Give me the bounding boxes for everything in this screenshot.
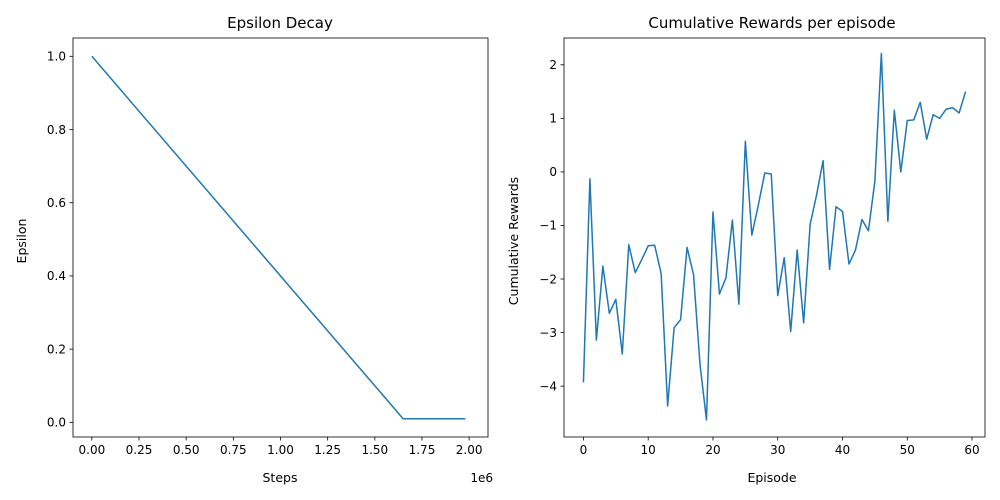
y-tick-label: 2	[549, 58, 557, 72]
y-axis-label: Cumulative Rewards	[506, 177, 521, 305]
y-tick-label: 0.6	[47, 196, 66, 210]
axis-ticks: 0 10 20 30 40 50 60 −4 −3 −2 −1 0 1 2	[539, 58, 979, 457]
x-axis-label: Episode	[747, 470, 796, 485]
x-tick-label: 0.25	[126, 443, 153, 457]
x-tick-label: 0	[580, 443, 588, 457]
plot-area	[582, 52, 967, 421]
y-tick-label: −3	[539, 326, 557, 340]
plot-frame	[563, 37, 986, 438]
x-tick-label: 30	[770, 443, 785, 457]
x-tick-label: 0.75	[220, 443, 247, 457]
x-tick-label: 50	[900, 443, 915, 457]
x-tick-label: 20	[705, 443, 720, 457]
chart-title: Cumulative Rewards per episode	[648, 14, 895, 32]
x-tick-label: 1.00	[267, 443, 294, 457]
x-tick-label: 1.25	[314, 443, 341, 457]
y-tick-label: 0	[549, 165, 557, 179]
x-tick-label: 0.50	[173, 443, 200, 457]
x-axis-offset-label: 1e6	[470, 471, 493, 485]
chart-title: Epsilon Decay	[227, 14, 333, 32]
x-tick-label: 1.75	[409, 443, 436, 457]
y-tick-label: −4	[539, 379, 557, 393]
x-axis-label: Steps	[263, 470, 298, 485]
x-tick-label: 40	[835, 443, 850, 457]
x-tick-label: 0.00	[79, 443, 106, 457]
y-tick-label: 0.0	[47, 416, 66, 430]
epsilon-decay-chart: Epsilon Decay 0.00 0.25 0.50 0.75 1.00 1.25 1.…	[14, 14, 493, 485]
x-tick-label: 2.00	[456, 443, 483, 457]
y-tick-label: 0.8	[47, 123, 66, 137]
series-line	[91, 55, 466, 420]
y-axis-label: Epsilon	[14, 219, 29, 264]
y-tick-label: 1	[549, 112, 557, 126]
series-line	[582, 52, 967, 421]
plot-area	[91, 55, 466, 420]
x-tick-label: 60	[964, 443, 979, 457]
y-tick-label: 1.0	[47, 50, 66, 64]
x-tick-label: 10	[641, 443, 656, 457]
y-tick-label: 0.2	[47, 342, 66, 356]
y-tick-label: −2	[539, 272, 557, 286]
axis-ticks: 0.00 0.25 0.50 0.75 1.00 1.25 1.50 1.75 2.00 0.0 0…	[47, 50, 483, 457]
x-tick-label: 1.50	[361, 443, 388, 457]
plot-frame	[72, 37, 489, 438]
y-tick-label: −1	[539, 219, 557, 233]
y-tick-label: 0.4	[47, 269, 66, 283]
cumulative-rewards-chart: Cumulative Rewards per episode 0 10 20 30 40…	[506, 14, 986, 485]
